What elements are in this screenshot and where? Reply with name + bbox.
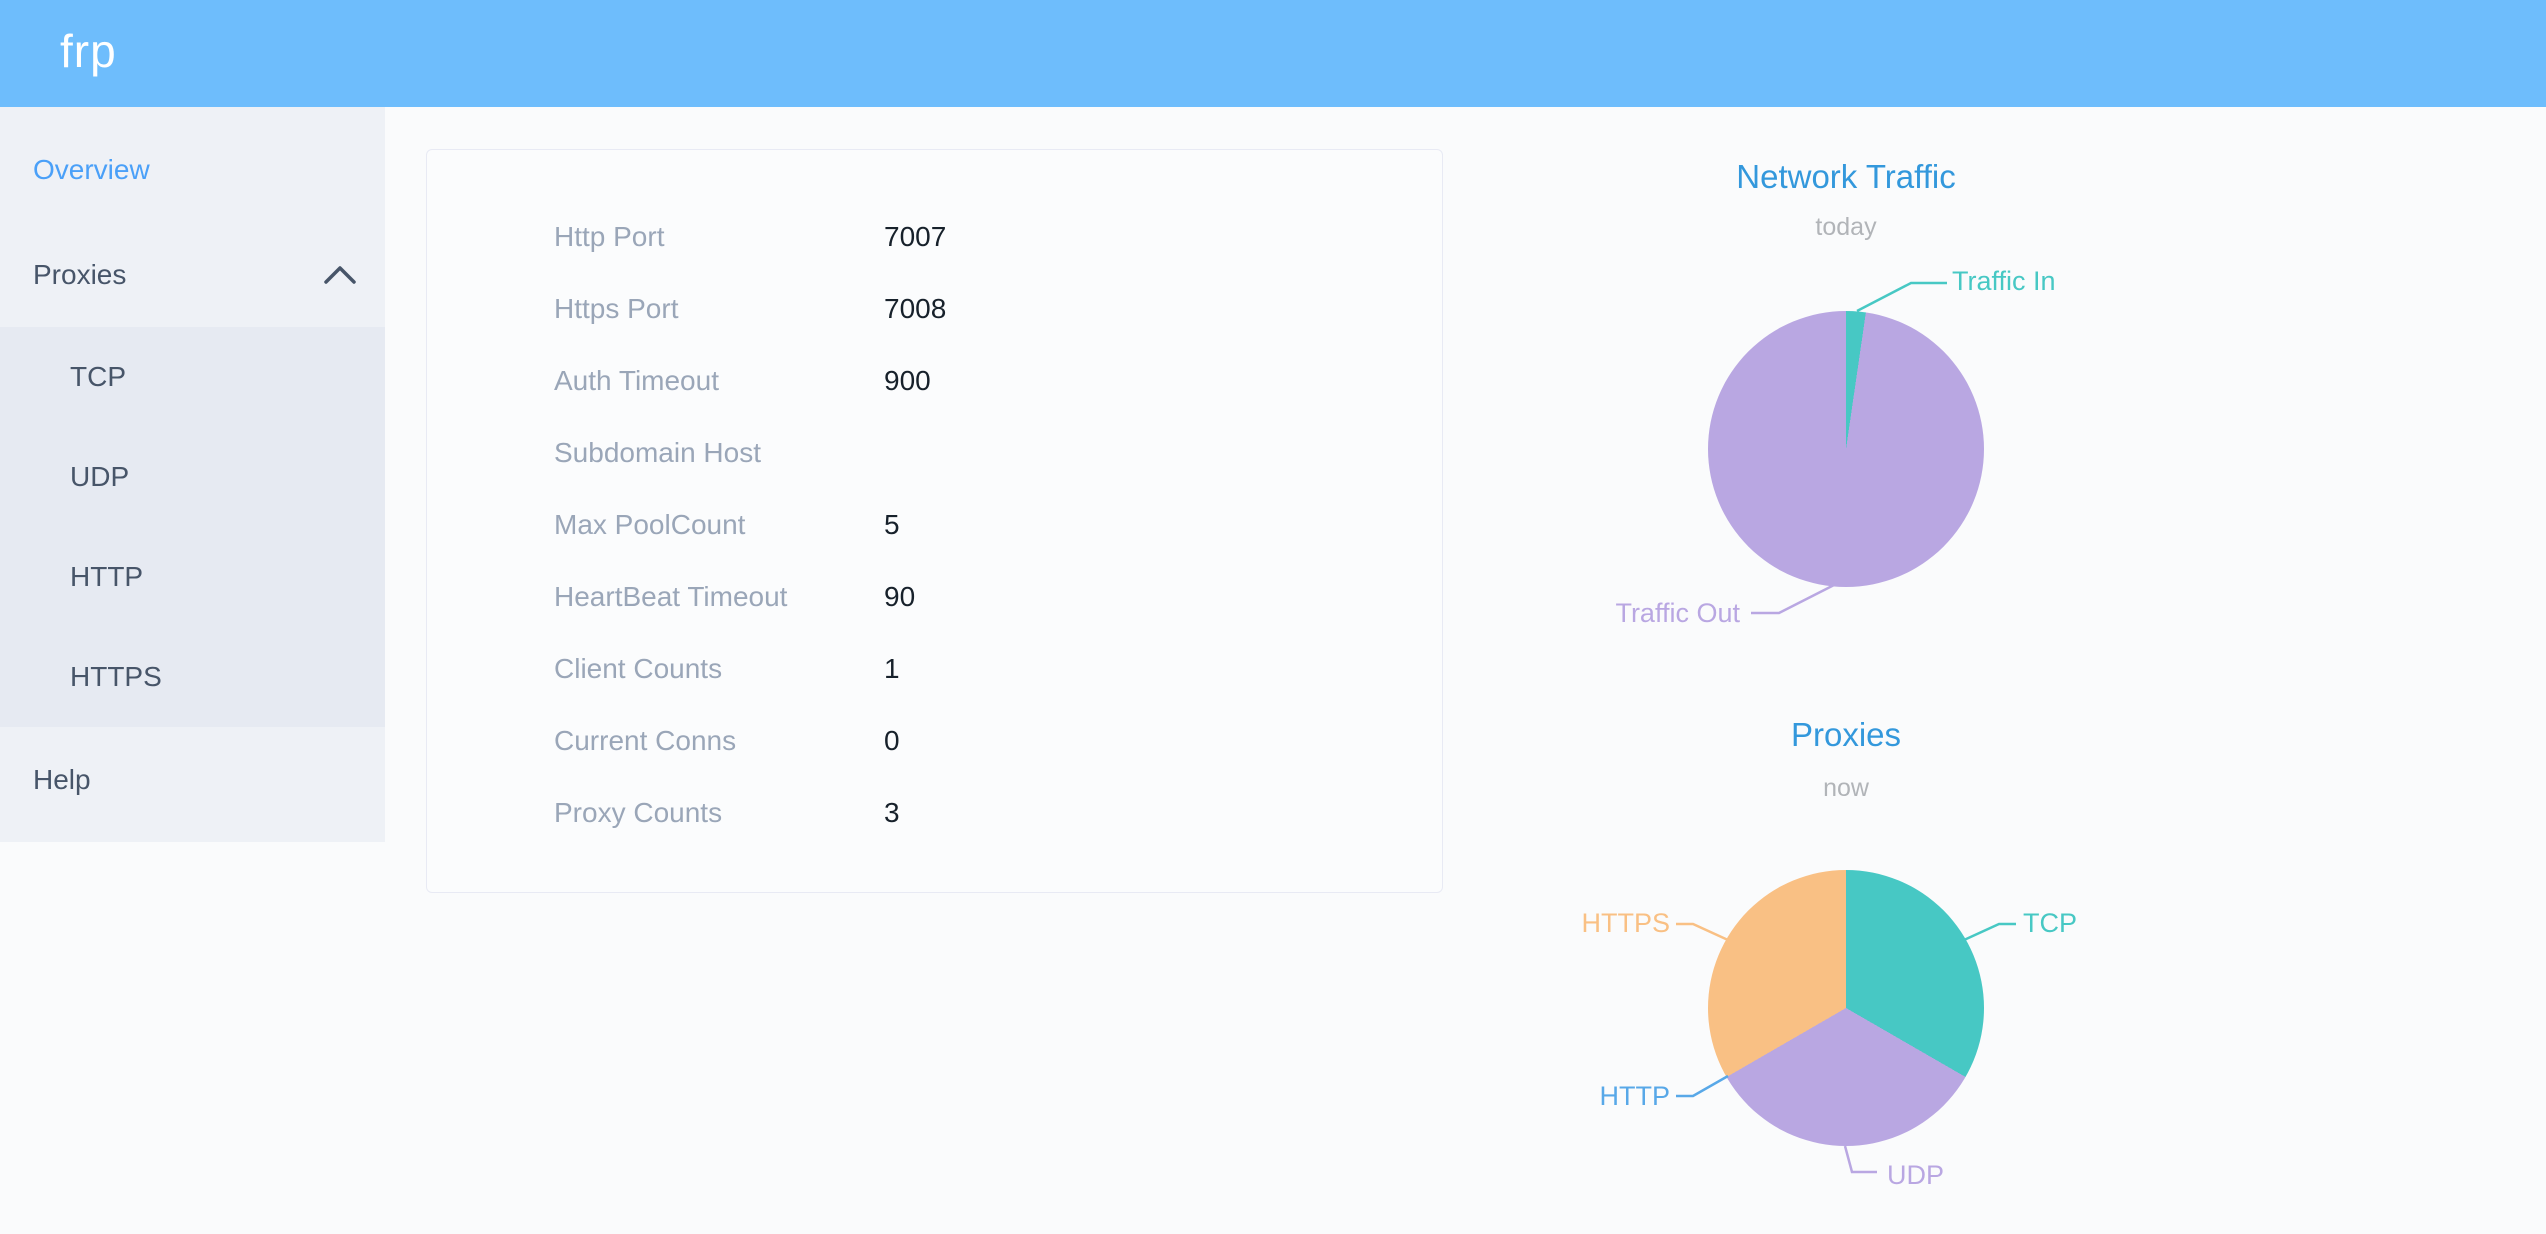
- network-traffic-pie[interactable]: [1708, 311, 1984, 587]
- config-value: 1: [884, 653, 900, 684]
- pie-label-https: HTTPS: [1581, 908, 1670, 938]
- sidebar-item-label: Proxies: [33, 258, 127, 290]
- chevron-up-icon: [324, 265, 356, 284]
- sidebar-item-help[interactable]: Help: [0, 727, 385, 832]
- pie-label-traffic-out: Traffic Out: [1615, 598, 1740, 628]
- config-row: Https Port 7008: [427, 273, 1442, 345]
- sidebar-item-label: HTTPS: [70, 661, 162, 692]
- proxies-title: Proxies: [1790, 716, 1902, 753]
- proxies-subtitle: now: [1823, 774, 1869, 802]
- config-label: Http Port: [554, 221, 665, 252]
- sidebar-item-http[interactable]: HTTP: [0, 527, 385, 627]
- frp-logo: frp: [60, 24, 117, 77]
- config-label: HeartBeat Timeout: [554, 581, 788, 612]
- pie-label-tcp: TCP: [2023, 908, 2077, 938]
- config-value: 7008: [884, 293, 947, 324]
- sidebar-item-label: Overview: [33, 153, 150, 185]
- pie-label-udp: UDP: [1887, 1160, 1945, 1190]
- config-row: Proxy Counts 3: [427, 777, 1442, 849]
- overview-card: Http Port 7007 Https Port 7008 Auth Timeout 9…: [426, 149, 1443, 893]
- config-value: 7007: [884, 221, 947, 252]
- config-label: Auth Timeout: [554, 365, 719, 396]
- sidebar-item-label: TCP: [70, 361, 126, 392]
- config-label: Https Port: [554, 293, 679, 324]
- app-header: frp: [0, 0, 2546, 107]
- config-value: 0: [884, 725, 900, 756]
- config-value: 3: [884, 797, 900, 828]
- config-value: 900: [884, 365, 931, 396]
- config-value: 5: [884, 509, 900, 540]
- sidebar: Overview Proxies TCP UDP HTTP HTTPS Help: [0, 107, 385, 842]
- network-traffic-subtitle: today: [1815, 213, 1877, 241]
- proxies-pie[interactable]: [1708, 870, 1984, 1146]
- sidebar-item-label: Help: [33, 763, 91, 795]
- config-table: Http Port 7007 Https Port 7008 Auth Timeout 9…: [427, 201, 1442, 849]
- config-row: Client Counts 1: [427, 633, 1442, 705]
- config-row: Max PoolCount 5: [427, 489, 1442, 561]
- config-label: Current Conns: [554, 725, 737, 756]
- sidebar-item-proxies[interactable]: Proxies: [0, 222, 385, 327]
- sidebar-item-tcp[interactable]: TCP: [0, 327, 385, 427]
- network-traffic-title: Network Traffic: [1736, 158, 1956, 195]
- sidebar-item-udp[interactable]: UDP: [0, 427, 385, 527]
- config-label: Subdomain Host: [554, 437, 762, 468]
- config-row: Auth Timeout 900: [427, 345, 1442, 417]
- config-label: Client Counts: [554, 653, 723, 684]
- sidebar-item-https[interactable]: HTTPS: [0, 627, 385, 727]
- sidebar-item-label: HTTP: [70, 561, 144, 592]
- config-label: Max PoolCount: [554, 509, 746, 540]
- config-row: Http Port 7007: [427, 201, 1442, 273]
- pie-label-traffic-in: Traffic In: [1952, 266, 2056, 296]
- sidebar-item-label: UDP: [70, 461, 130, 492]
- config-row: HeartBeat Timeout 90: [427, 561, 1442, 633]
- pie-label-http: HTTP: [1599, 1081, 1671, 1111]
- sidebar-submenu: TCP UDP HTTP HTTPS: [0, 327, 385, 727]
- config-value: 90: [884, 581, 916, 612]
- config-row: Subdomain Host: [427, 417, 1442, 489]
- config-row: Current Conns 0: [427, 705, 1442, 777]
- sidebar-item-overview[interactable]: Overview: [0, 117, 385, 222]
- config-label: Proxy Counts: [554, 797, 723, 828]
